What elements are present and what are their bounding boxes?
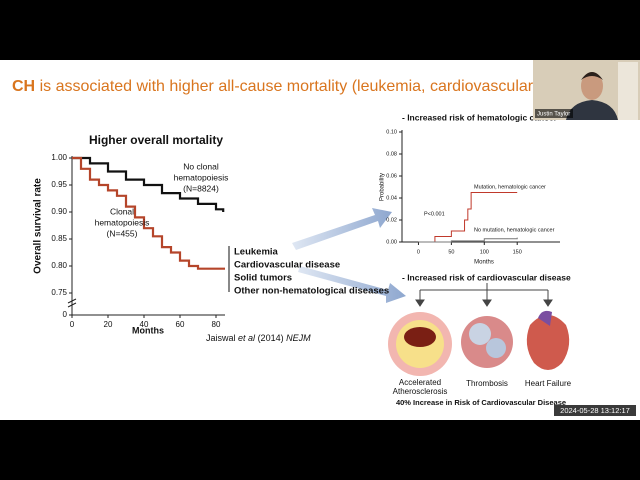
outcome: Solid tumors <box>234 273 292 284</box>
x-tick-label: 0 <box>417 249 420 255</box>
survival-curve <box>72 156 225 270</box>
y-tick-label: 0.95 <box>51 180 67 189</box>
chart-title: Higher overall mortality <box>89 133 223 147</box>
heart-icon <box>526 315 570 370</box>
webcam-body <box>566 100 618 120</box>
cv-caption: 40% Increase in Risk of Cardiovascular D… <box>396 398 566 407</box>
citation-journal: NEJM <box>286 333 311 343</box>
annotation: No mutation, hematologic cancer <box>474 227 555 233</box>
artery-icon <box>404 327 436 347</box>
x-tick-label: 60 <box>176 320 185 329</box>
section-heading: - Increased risk of hematologic cancer <box>402 112 558 122</box>
survival-curve <box>418 192 518 243</box>
y-tick-label: 0.06 <box>386 173 397 179</box>
y-tick-label: 1.00 <box>51 153 67 162</box>
cv-icons: Accelerated Atherosclerosis Thrombosis H… <box>388 310 572 396</box>
annotation: hematopoiesis <box>174 172 229 182</box>
y-tick-label: 0.08 <box>386 151 397 157</box>
axis-break <box>67 298 77 308</box>
x-axis-label: Months <box>474 260 494 266</box>
survival-curve <box>72 156 225 212</box>
y-tick-label: 0.90 <box>51 207 67 216</box>
annotation: (N=8824) <box>183 183 219 193</box>
cv-label: Heart Failure <box>525 379 572 388</box>
y-axis-label: Probability <box>380 173 386 201</box>
thrombus-icon <box>486 338 506 358</box>
x-tick-label: 100 <box>480 249 489 255</box>
webcam: Justin Taylor <box>533 60 640 120</box>
outcome: Leukemia <box>234 247 279 258</box>
annotation: (N=455) <box>107 228 138 238</box>
x-tick-label: 50 <box>448 249 454 255</box>
cv-connector <box>415 283 553 307</box>
section-heading: - Increased risk of cardiovascular disea… <box>402 272 571 282</box>
annotation: P<0.001 <box>424 211 445 217</box>
y-axis-label: Overall survival rate <box>33 178 44 274</box>
survival-curve <box>418 237 518 243</box>
cv-label: Thrombosis <box>466 379 508 388</box>
y-tick-label: 0.02 <box>386 217 397 223</box>
y-tick-label: 0.04 <box>386 195 397 201</box>
x-tick-label: 80 <box>212 320 221 329</box>
y-tick-label: 0.75 <box>51 288 67 297</box>
outcome-list: Leukemia Cardiovascular disease Solid tu… <box>228 246 389 297</box>
thrombus-icon <box>469 323 491 345</box>
outcome: Cardiovascular disease <box>234 260 340 271</box>
heme-chart: Probability Months 0.00 0.02 0.04 0.06 0.08 0… <box>380 129 560 266</box>
timestamp-box <box>554 405 636 416</box>
citation-year: (2014) <box>258 333 284 343</box>
arrow <box>298 266 406 303</box>
y-tick-label: 0.85 <box>51 234 67 243</box>
webcam-wall <box>618 62 638 120</box>
x-tick-label: 20 <box>104 320 113 329</box>
x-tick-label: 0 <box>70 320 75 329</box>
webcam-face <box>581 72 603 100</box>
y-tick-label: 0.10 <box>386 129 397 135</box>
citation-author: Jaiswal <box>206 333 236 343</box>
cv-label: Accelerated <box>399 378 441 387</box>
citation-etal: et al <box>238 333 256 343</box>
slide-title: CH is associated with higher all-cause m… <box>12 78 598 95</box>
y-tick-label: 0.80 <box>51 261 67 270</box>
y-tick-label: 0.00 <box>386 239 397 245</box>
speaker-name: Justin Taylor <box>537 112 570 118</box>
title-text: is associated with higher all-cause mort… <box>40 78 598 95</box>
heart-icon <box>538 310 552 326</box>
timestamp: 2024-05-28 13:12:17 <box>560 406 630 415</box>
name-box <box>535 109 573 118</box>
km-chart: Higher overall mortality Overall surviva… <box>33 133 229 335</box>
x-tick-label: 40 <box>140 320 149 329</box>
citation: Jaiswal et al (2014) NEJM <box>206 333 311 343</box>
annotation: hematopoiesis <box>95 217 150 227</box>
arrow <box>292 208 392 250</box>
outcome: Other non-hematological diseases <box>234 286 389 297</box>
cv-label: Atherosclerosis <box>393 387 448 396</box>
annotation: Mutation, hematologic cancer <box>474 184 546 190</box>
webcam-hair <box>581 72 603 80</box>
title-lead: CH <box>12 78 35 95</box>
annotation: No clonal <box>183 161 219 171</box>
annotation: Clonal <box>110 206 134 216</box>
y-tick-label: 0 <box>63 310 68 319</box>
x-axis-label: Months <box>132 325 164 335</box>
x-tick-label: 150 <box>513 249 522 255</box>
